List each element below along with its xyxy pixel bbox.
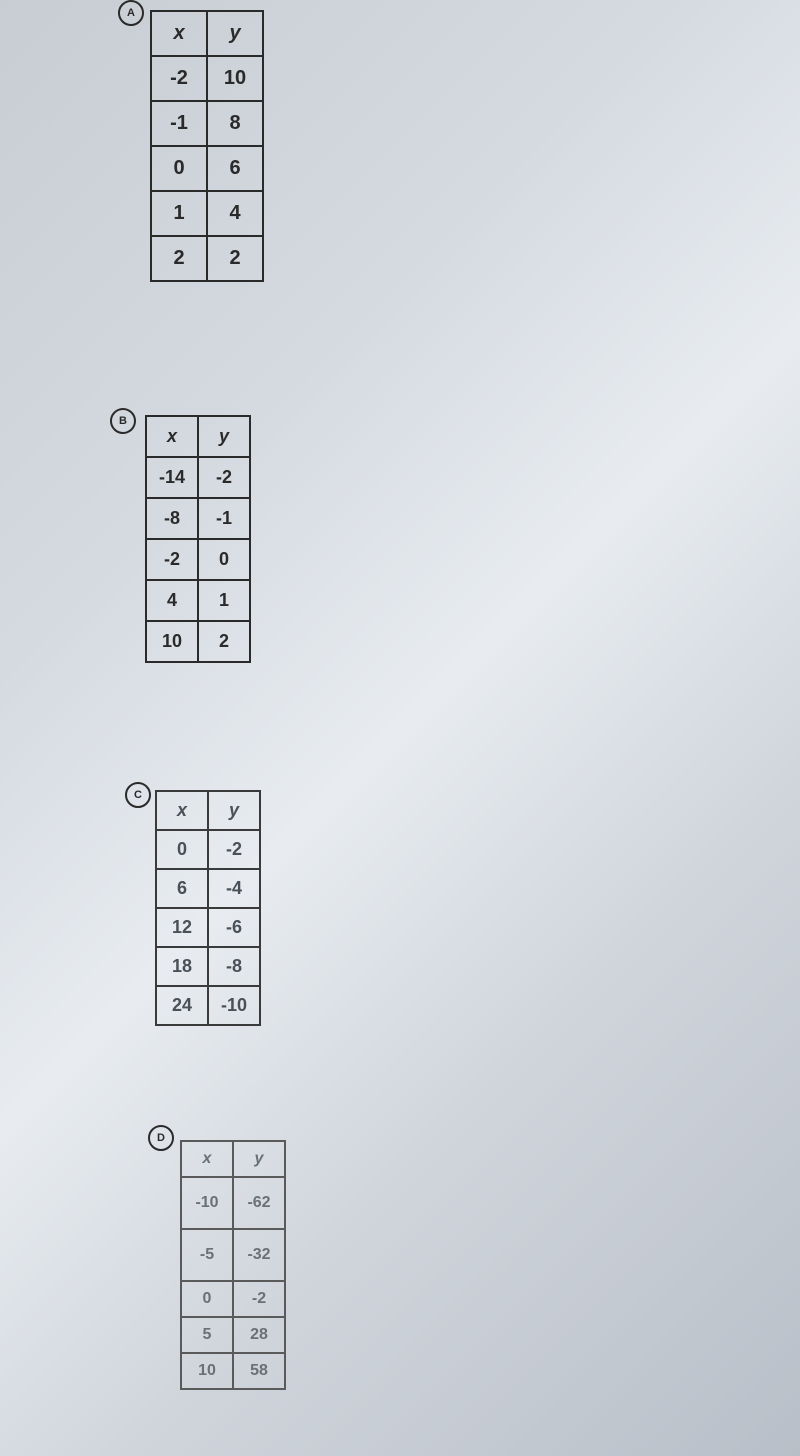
cell-y: -2 (208, 830, 260, 869)
cell-x: 0 (156, 830, 208, 869)
cell-x: 10 (181, 1353, 233, 1389)
table-row: -5-32 (181, 1229, 285, 1281)
table-d: x y -10-62 -5-32 0-2 528 1058 (180, 1140, 286, 1390)
table-row: 06 (151, 146, 263, 191)
table-row: -14-2 (146, 457, 250, 498)
option-d-group: x y -10-62 -5-32 0-2 528 1058 (180, 1140, 286, 1390)
cell-x: -14 (146, 457, 198, 498)
cell-x: -10 (181, 1177, 233, 1229)
cell-x: -1 (151, 101, 207, 146)
cell-x: 0 (151, 146, 207, 191)
table-c: x y 0-2 6-4 12-6 18-8 24-10 (155, 790, 261, 1026)
col-header-x: x (146, 416, 198, 457)
cell-x: -5 (181, 1229, 233, 1281)
col-header-y: y (233, 1141, 285, 1177)
cell-x: 12 (156, 908, 208, 947)
table-row: 14 (151, 191, 263, 236)
cell-x: 5 (181, 1317, 233, 1353)
table-row: 22 (151, 236, 263, 281)
cell-x: 24 (156, 986, 208, 1025)
table-row: 24-10 (156, 986, 260, 1025)
cell-x: 2 (151, 236, 207, 281)
cell-y: 6 (207, 146, 263, 191)
table-row: 41 (146, 580, 250, 621)
cell-y: 8 (207, 101, 263, 146)
table-row: 18-8 (156, 947, 260, 986)
cell-x: 4 (146, 580, 198, 621)
cell-y: -8 (208, 947, 260, 986)
option-b-group: x y -14-2 -8-1 -20 41 102 (145, 415, 251, 663)
cell-y: 58 (233, 1353, 285, 1389)
col-header-y: y (208, 791, 260, 830)
table-row: 528 (181, 1317, 285, 1353)
col-header-x: x (156, 791, 208, 830)
option-d-label[interactable]: D (148, 1125, 174, 1151)
table-b: x y -14-2 -8-1 -20 41 102 (145, 415, 251, 663)
option-c-group: x y 0-2 6-4 12-6 18-8 24-10 (155, 790, 261, 1026)
cell-y: -1 (198, 498, 250, 539)
option-c-label[interactable]: C (125, 782, 151, 808)
cell-x: -2 (151, 56, 207, 101)
cell-x: 10 (146, 621, 198, 662)
cell-x: 0 (181, 1281, 233, 1317)
table-row: 102 (146, 621, 250, 662)
cell-y: -4 (208, 869, 260, 908)
cell-y: 4 (207, 191, 263, 236)
cell-y: -10 (208, 986, 260, 1025)
cell-x: -8 (146, 498, 198, 539)
table-header-row: x y (151, 11, 263, 56)
cell-y: 10 (207, 56, 263, 101)
cell-y: 28 (233, 1317, 285, 1353)
cell-x: 1 (151, 191, 207, 236)
table-row: -210 (151, 56, 263, 101)
table-a: x y -210 -18 06 14 22 (150, 10, 264, 282)
cell-y: -2 (198, 457, 250, 498)
table-row: -8-1 (146, 498, 250, 539)
table-header-row: x y (181, 1141, 285, 1177)
option-b-label[interactable]: B (110, 408, 136, 434)
col-header-x: x (151, 11, 207, 56)
cell-x: 6 (156, 869, 208, 908)
cell-y: -6 (208, 908, 260, 947)
table-row: 0-2 (181, 1281, 285, 1317)
table-row: 0-2 (156, 830, 260, 869)
col-header-x: x (181, 1141, 233, 1177)
table-header-row: x y (146, 416, 250, 457)
cell-y: -32 (233, 1229, 285, 1281)
cell-y: -2 (233, 1281, 285, 1317)
option-a-group: x y -210 -18 06 14 22 (150, 10, 264, 282)
cell-x: 18 (156, 947, 208, 986)
table-row: 6-4 (156, 869, 260, 908)
cell-x: -2 (146, 539, 198, 580)
cell-y: -62 (233, 1177, 285, 1229)
col-header-y: y (198, 416, 250, 457)
table-row: -10-62 (181, 1177, 285, 1229)
table-row: 12-6 (156, 908, 260, 947)
cell-y: 0 (198, 539, 250, 580)
table-row: -20 (146, 539, 250, 580)
table-row: -18 (151, 101, 263, 146)
cell-y: 2 (207, 236, 263, 281)
cell-y: 2 (198, 621, 250, 662)
table-row: 1058 (181, 1353, 285, 1389)
col-header-y: y (207, 11, 263, 56)
option-a-label[interactable]: A (118, 0, 144, 26)
cell-y: 1 (198, 580, 250, 621)
table-header-row: x y (156, 791, 260, 830)
